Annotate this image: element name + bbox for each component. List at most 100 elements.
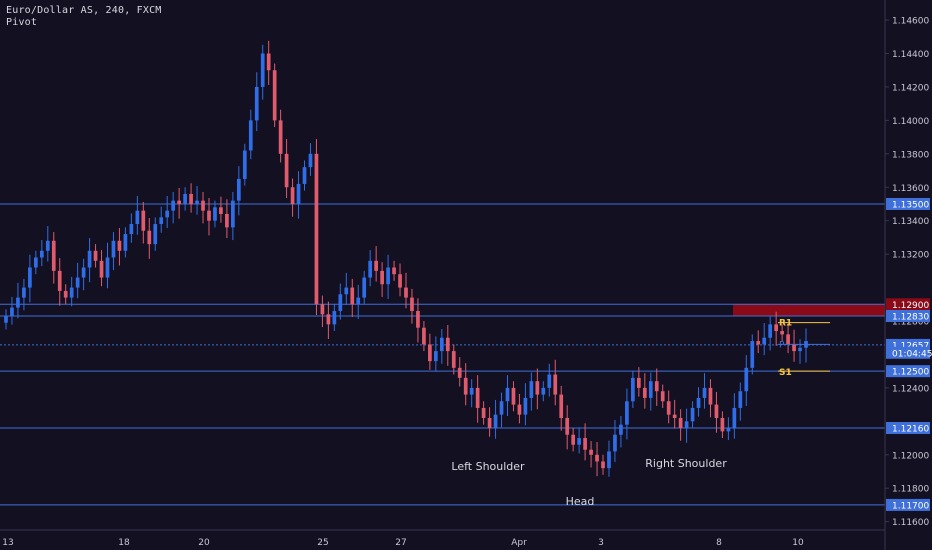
candle-body bbox=[439, 337, 444, 352]
pivot-r1-label: R1 bbox=[779, 319, 792, 329]
candle-body bbox=[451, 351, 456, 368]
candle-body bbox=[87, 250, 92, 268]
pivot-s1-label: S1 bbox=[779, 368, 792, 378]
candle-body bbox=[714, 404, 719, 418]
candle-body bbox=[416, 310, 420, 328]
candle-body bbox=[601, 461, 605, 469]
annotation-right-shoulder: Right Shoulder bbox=[645, 457, 727, 470]
price-tick-label: 1.12800 bbox=[892, 318, 929, 328]
candle-body bbox=[147, 230, 152, 245]
candle-body bbox=[404, 287, 408, 298]
candle-body bbox=[207, 210, 211, 221]
candle-body bbox=[660, 391, 665, 402]
candle-body bbox=[523, 397, 528, 415]
candle-body bbox=[750, 341, 755, 368]
candle-body bbox=[362, 277, 367, 298]
price-tick-label: 1.13400 bbox=[892, 217, 929, 227]
candle-body bbox=[57, 270, 62, 291]
candle-body bbox=[607, 451, 611, 469]
candle-body bbox=[105, 257, 110, 278]
candle-body bbox=[702, 387, 707, 398]
price-level-tag bbox=[886, 422, 930, 435]
candle-body bbox=[260, 53, 265, 87]
candle-body bbox=[141, 210, 146, 231]
candle-body bbox=[254, 86, 259, 121]
candle-body bbox=[380, 270, 384, 285]
candle-body bbox=[445, 337, 450, 352]
candle-body bbox=[517, 404, 522, 415]
candle-body bbox=[374, 260, 378, 271]
candle-body bbox=[631, 377, 635, 402]
candle-body bbox=[183, 193, 187, 204]
candle-body bbox=[177, 200, 181, 204]
candle-body bbox=[189, 193, 193, 204]
candle-body bbox=[428, 344, 432, 362]
candle-body bbox=[493, 414, 498, 429]
price-tick-label: 1.14000 bbox=[892, 117, 929, 127]
price-level-tag-label: 1.13500 bbox=[892, 200, 929, 210]
candle-body bbox=[225, 214, 229, 228]
candle-body bbox=[762, 337, 767, 345]
candle-body bbox=[34, 257, 38, 268]
candle-body bbox=[708, 387, 713, 405]
time-tick-label: 18 bbox=[118, 538, 130, 548]
resistance-zone bbox=[733, 304, 885, 316]
candle-body bbox=[236, 178, 241, 201]
candle-body bbox=[165, 210, 170, 218]
candle-body bbox=[45, 240, 50, 251]
candle-body bbox=[487, 417, 492, 429]
price-level-tag-label: 1.12500 bbox=[892, 368, 929, 378]
candle-body bbox=[696, 397, 701, 408]
price-level-tag bbox=[886, 309, 930, 322]
time-tick-label: 27 bbox=[395, 538, 406, 548]
candle-body bbox=[344, 287, 349, 295]
annotation-left-shoulder: Left Shoulder bbox=[451, 460, 525, 473]
candle-body bbox=[577, 438, 581, 445]
candle-body bbox=[648, 381, 653, 398]
price-level-tag bbox=[886, 298, 930, 311]
candle-body bbox=[690, 407, 695, 422]
candle-body bbox=[780, 331, 784, 335]
candle-body bbox=[636, 377, 641, 388]
candle-body bbox=[290, 187, 295, 204]
price-tick-label: 1.14400 bbox=[892, 50, 929, 60]
candle-body bbox=[463, 377, 468, 395]
candle-body bbox=[535, 381, 540, 395]
price-level-tag-label: 01:04:45 bbox=[892, 349, 932, 359]
candle-body bbox=[129, 224, 134, 235]
chart-title: Euro/Dollar AS, 240, FXCM bbox=[6, 5, 162, 16]
candle-body bbox=[135, 210, 140, 225]
price-tick-label: 1.13800 bbox=[892, 150, 929, 160]
candle-body bbox=[499, 401, 504, 415]
candle-body bbox=[469, 387, 474, 395]
candle-body bbox=[720, 417, 725, 432]
candle-body bbox=[248, 120, 253, 151]
candle-body bbox=[672, 414, 677, 418]
candle-body bbox=[744, 367, 749, 392]
candle-body bbox=[422, 327, 426, 345]
candle-body bbox=[338, 294, 343, 311]
annotation-head: Head bbox=[566, 495, 595, 508]
candle-body bbox=[111, 240, 116, 258]
candle-body bbox=[553, 374, 558, 395]
candle-body bbox=[475, 387, 480, 408]
candle-body bbox=[93, 250, 98, 261]
price-tick-label: 1.12400 bbox=[892, 384, 929, 394]
candle-body bbox=[326, 314, 331, 325]
candle-body bbox=[768, 324, 773, 338]
price-level-tag-label: 1.12160 bbox=[892, 425, 929, 435]
price-tick-label: 1.12000 bbox=[892, 451, 929, 461]
candle-body bbox=[774, 324, 778, 332]
candle-body bbox=[16, 297, 20, 308]
candle-body bbox=[589, 449, 593, 455]
candle-body bbox=[356, 297, 361, 305]
candle-body bbox=[786, 334, 790, 345]
candle-body bbox=[613, 434, 617, 452]
candle-body bbox=[171, 200, 176, 211]
candle-body bbox=[4, 315, 8, 323]
price-tick-label: 1.13600 bbox=[892, 184, 929, 194]
candle-body bbox=[398, 274, 402, 288]
candle-body bbox=[231, 200, 235, 228]
candle-body bbox=[278, 120, 283, 154]
